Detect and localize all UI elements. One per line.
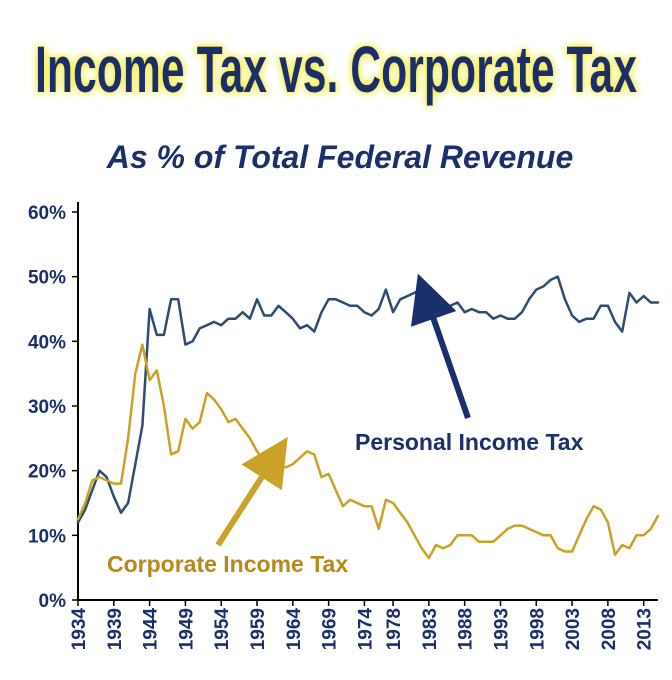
chart-title: Income Tax vs. Corporate Tax	[35, 32, 637, 106]
x-tick-label: 1934	[69, 608, 90, 651]
personal-income-tax-line	[76, 275, 660, 524]
x-tick-label: 2008	[599, 608, 620, 650]
x-tick-label: 1944	[141, 608, 162, 651]
personal-income-tax-arrow	[410, 273, 471, 419]
corporate-income-tax-label: Corporate Income Tax	[107, 551, 348, 577]
series-lines	[76, 275, 660, 560]
corporate-income-tax-arrow	[215, 437, 288, 547]
x-tick-label: 1954	[212, 608, 233, 651]
y-tick-label: 50%	[28, 268, 66, 289]
x-tick-label: 1959	[248, 608, 269, 650]
y-axis-ticks: 0% 10% 20% 30% 40% 50% 60%	[28, 203, 78, 612]
x-axis-ticks: 1934 1939 1944 1949 1954 1959 1964 1969 1974 1978…	[69, 600, 656, 650]
x-tick-label: 1993	[491, 608, 512, 650]
x-tick-label: 1998	[527, 608, 548, 650]
x-tick-label: 1964	[284, 608, 305, 651]
y-tick-label: 60%	[28, 203, 66, 224]
x-tick-label: 1939	[105, 608, 126, 650]
chart-subtitle: As % of Total Federal Revenue	[106, 139, 573, 175]
y-tick-label: 10%	[28, 526, 66, 547]
y-tick-label: 40%	[28, 332, 66, 353]
y-tick-label: 30%	[28, 397, 66, 418]
y-tick-label: 0%	[39, 591, 67, 612]
y-tick-label: 20%	[28, 462, 66, 483]
x-tick-label: 1983	[420, 608, 441, 650]
x-tick-label: 1969	[320, 608, 341, 650]
x-tick-label: 2013	[635, 608, 656, 650]
x-tick-label: 1949	[176, 608, 197, 650]
corporate-income-tax-line	[76, 343, 660, 560]
x-tick-label: 2003	[563, 608, 584, 650]
x-tick-label: 1974	[355, 608, 376, 651]
personal-income-tax-label: Personal Income Tax	[355, 429, 584, 455]
axes	[77, 202, 658, 601]
x-tick-label: 1978	[384, 608, 405, 650]
x-tick-label: 1988	[456, 608, 477, 650]
